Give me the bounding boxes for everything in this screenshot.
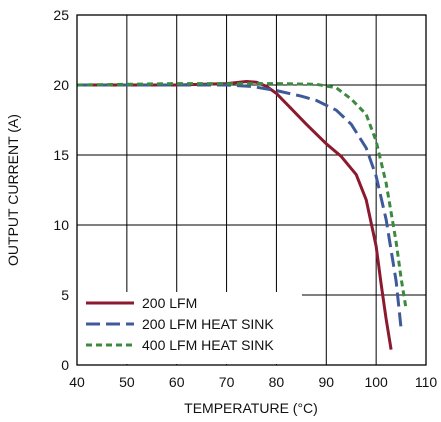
y-tick-label: 0 <box>61 357 69 373</box>
x-tick-labels: 40 50 60 70 80 90 100 110 <box>69 374 437 390</box>
y-tick-label: 25 <box>53 7 69 23</box>
x-tick-label: 40 <box>69 374 85 390</box>
y-tick-label: 15 <box>53 147 69 163</box>
x-tick-label: 60 <box>169 374 185 390</box>
y-tick-labels: 0 5 10 15 20 25 <box>53 7 69 373</box>
series-lines <box>76 80 408 350</box>
x-tick-label: 90 <box>318 374 334 390</box>
x-axis-label: TEMPERATURE (°C) <box>184 400 318 416</box>
x-tick-label: 80 <box>269 374 285 390</box>
y-tick-label: 5 <box>61 287 69 303</box>
series-line-2 <box>77 83 403 329</box>
legend: 200 LFM 200 LFM HEAT SINK 400 LFM HEAT SIN… <box>86 295 274 353</box>
y-axis-label: OUTPUT CURRENT (A) <box>5 114 21 266</box>
plot-frame <box>76 14 427 366</box>
x-tick-label: 110 <box>415 374 438 390</box>
legend-label-1: 200 LFM <box>142 295 197 311</box>
series-line-3 <box>76 82 408 310</box>
y-tick-label: 20 <box>53 77 69 93</box>
y-tick-label: 10 <box>53 217 69 233</box>
legend-label-2: 200 LFM HEAT SINK <box>142 316 274 332</box>
legend-label-3: 400 LFM HEAT SINK <box>142 337 274 353</box>
x-tick-label: 100 <box>364 374 388 390</box>
x-tick-label: 50 <box>119 374 135 390</box>
x-tick-label: 70 <box>219 374 235 390</box>
